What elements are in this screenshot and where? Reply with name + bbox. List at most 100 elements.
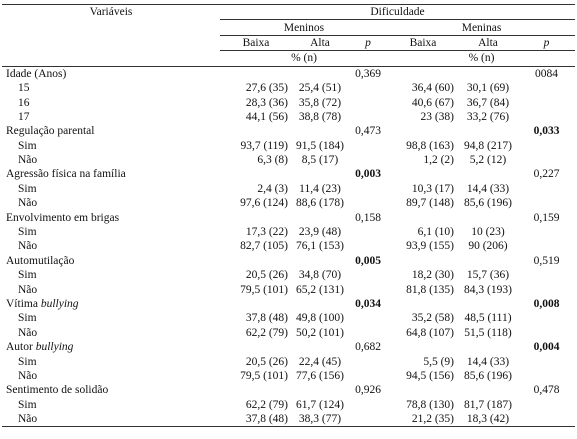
group-row: Vítima bullying 0,034 0,008	[2, 297, 575, 311]
blank-cell	[220, 124, 292, 138]
blank-cell	[292, 383, 348, 397]
blank-cell	[292, 340, 348, 354]
value-cell: 94,8 (217)	[464, 139, 512, 152]
level-header: Alta	[292, 35, 348, 52]
blank-cell	[388, 210, 458, 224]
sub-row: Sim 17,3 (22) 23,9 (48) 6,1 (10) 10 (23)	[2, 225, 575, 239]
group-header: Meninos	[220, 19, 388, 36]
blank-cell	[458, 167, 518, 181]
blank-cell	[458, 340, 518, 354]
value-cell: 6,1 (10)	[417, 226, 454, 239]
sub-label: Não	[18, 154, 38, 167]
value-cell: 20,5 (26)	[245, 269, 288, 282]
sub-row: Sim 93,7 (119) 91,5 (184) 98,8 (163) 94,8 (2…	[2, 139, 575, 153]
label-text: Envolvimento em brigas	[6, 211, 120, 224]
value-cell: 62,2 (79)	[245, 326, 288, 339]
value-cell: 79,5 (101)	[240, 283, 288, 296]
value-cell: 38,8 (78)	[298, 110, 342, 123]
value-cell: 36,7 (84)	[466, 96, 510, 109]
header-row: % (n) % (n)	[2, 50, 576, 67]
sub-row: 15 27,6 (35) 25,4 (51) 36,4 (60) 30,1 (69)	[2, 81, 575, 95]
value-cell: 36,4 (60)	[411, 82, 454, 95]
sub-row: Sim 37,8 (48) 49,8 (100) 35,2 (58) 48,5 (111…	[2, 311, 575, 325]
value-cell: 18,3 (42)	[458, 411, 518, 428]
sub-row: Não 79,5 (101) 65,2 (131) 81,8 (135) 84,3 (1…	[2, 282, 575, 296]
blank-cell	[348, 354, 388, 368]
label-text: Agressão física na família	[6, 168, 126, 181]
sub-label: Sim	[18, 269, 37, 282]
blank-cell	[518, 326, 575, 340]
label-text: Vítima	[6, 298, 38, 310]
sub-row: Sim 20,5 (26) 22,4 (45) 5,5 (9) 14,4 (33)	[2, 354, 575, 368]
blank-cell	[348, 110, 388, 124]
value-cell: 97,6 (124)	[240, 197, 288, 210]
blank-cell	[388, 124, 458, 138]
value-cell: 51,5 (118)	[464, 326, 512, 339]
header-row: Baixa Alta p Baixa Alta p	[2, 35, 576, 52]
blank-cell	[292, 210, 348, 224]
value-cell: 35,8 (72)	[298, 96, 342, 109]
blank-cell	[348, 139, 388, 153]
p-value: 0,033	[533, 125, 560, 138]
label-text: Sentimento de solidão	[6, 384, 109, 397]
header-row: Variáveis Dificuldade	[2, 3, 576, 51]
blank-cell	[220, 297, 292, 311]
p-value: 0,008	[533, 298, 560, 310]
blank-cell	[348, 282, 388, 296]
value-cell: 82,7 (105)	[240, 240, 288, 253]
sub-row: Não 62,2 (79) 50,2 (101) 64,8 (107) 51,5 (11…	[2, 326, 575, 340]
group-label: Agressão física na família	[2, 167, 220, 181]
p-value: 0,473	[355, 125, 381, 138]
value-cell: 11,4 (23)	[299, 182, 341, 195]
blank-cell	[292, 254, 348, 268]
blank-cell	[348, 411, 388, 428]
blank-cell	[220, 66, 292, 81]
sub-row: Não 82,7 (105) 76,1 (153) 93,9 (155) 90 (206…	[2, 239, 575, 253]
value-cell: 94,5 (156)	[406, 369, 454, 382]
sub-label: Não	[2, 411, 220, 428]
sub-row: Sim 62,2 (79) 61,7 (124) 78,8 (130) 81,7 (18…	[2, 398, 575, 412]
value-cell: 93,7 (119)	[240, 139, 288, 152]
sub-row: Não 97,6 (124) 88,6 (178) 89,7 (148) 85,6 (1…	[2, 196, 575, 210]
p-value: 0084	[535, 67, 559, 80]
value-cell: 35,2 (58)	[411, 312, 454, 325]
data-table: Variáveis Dificuldade Meninos Meninas Ba…	[2, 3, 576, 428]
value-cell: 30,1 (69)	[466, 82, 510, 95]
blank-cell	[458, 124, 518, 138]
group-label: Vítima bullying	[2, 297, 220, 311]
sub-label: Não	[18, 283, 38, 296]
value-cell: 85,6 (196)	[464, 369, 512, 382]
value-cell: 33,2 (76)	[466, 110, 510, 123]
blank-cell	[518, 139, 575, 153]
level-header: Baixa	[388, 35, 458, 52]
value-cell: 5,5 (9)	[423, 355, 454, 368]
value-cell: 27,6 (35)	[245, 82, 288, 95]
blank-cell	[518, 354, 575, 368]
sub-label: Sim	[18, 226, 37, 239]
value-cell: 34,8 (70)	[298, 269, 342, 282]
blank-cell	[518, 398, 575, 412]
value-cell: 23,9 (48)	[298, 226, 342, 239]
table-body: Variáveis Dificuldade Meninos Meninas Ba…	[2, 3, 576, 428]
value-cell: 20,5 (26)	[245, 355, 288, 368]
group-row: Idade (Anos) 0,369 0084	[2, 66, 575, 81]
value-cell: 98,8 (163)	[406, 139, 454, 152]
blank-cell	[292, 297, 348, 311]
blank-cell	[292, 167, 348, 181]
blank-cell	[518, 196, 575, 210]
blank-cell	[458, 210, 518, 224]
sub-row: Sim 20,5 (26) 34,8 (70) 18,2 (30) 15,7 (36)	[2, 268, 575, 282]
blank-cell	[388, 383, 458, 397]
value-cell: 64,8 (107)	[406, 326, 454, 339]
blank-cell	[518, 411, 576, 428]
blank-cell	[220, 210, 292, 224]
unit-header: % (n)	[220, 50, 388, 67]
value-cell: 85,6 (196)	[464, 197, 512, 210]
value-cell: 14,4 (33)	[466, 355, 510, 368]
blank-cell	[348, 369, 388, 383]
p-value: 0,519	[533, 254, 560, 267]
blank-cell	[292, 66, 348, 81]
level-header: p	[348, 35, 388, 52]
p-value: 0,369	[355, 67, 381, 80]
label-text: Autor	[6, 341, 33, 354]
